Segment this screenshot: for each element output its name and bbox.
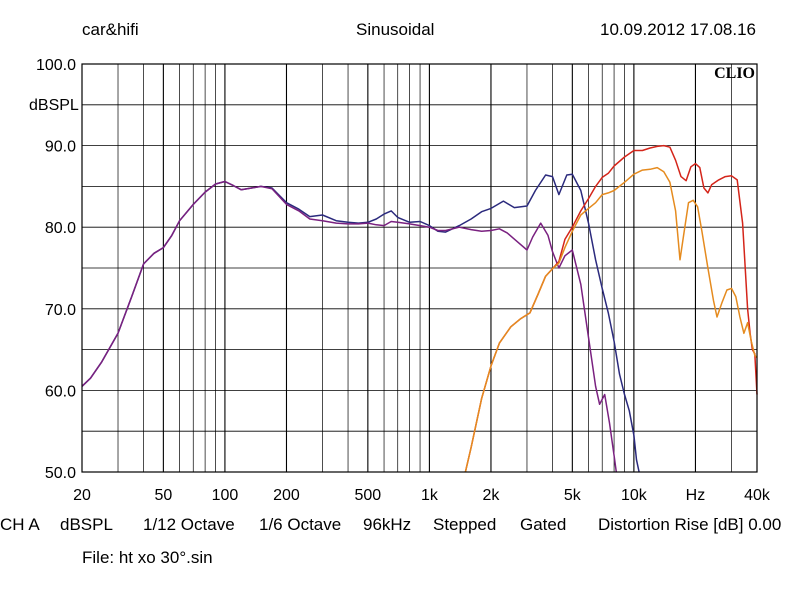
y-tick-label: 100.0 — [36, 57, 76, 74]
x-tick-label: 2k — [483, 487, 501, 504]
footer-channel: CH A — [0, 515, 40, 534]
y-tick-label: 70.0 — [45, 302, 76, 319]
footer-rate: 96kHz — [363, 515, 412, 534]
clio-badge: CLIO — [714, 65, 755, 82]
footer-smoothing: 1/12 Octave — [143, 515, 235, 534]
grid-lines — [82, 64, 757, 472]
y-tick-label: 80.0 — [45, 220, 76, 237]
x-tick-label: 40k — [744, 487, 771, 504]
x-tick-label: 100 — [212, 487, 239, 504]
footer-distortion: Distortion Rise [dB] 0.00 — [598, 515, 782, 534]
header-timestamp: 10.09.2012 17.08.16 — [600, 20, 756, 39]
x-tick-label: 1k — [421, 487, 439, 504]
footer-file: File: ht xo 30°.sin — [82, 548, 213, 567]
x-tick-label: 10k — [621, 487, 648, 504]
x-tick-label: Hz — [686, 487, 706, 504]
x-tick-label: 20 — [73, 487, 91, 504]
y-tick-label: 90.0 — [45, 139, 76, 156]
plot-frame — [81, 63, 758, 473]
footer-mode: Stepped — [433, 515, 497, 534]
x-tick-label: 50 — [154, 487, 172, 504]
footer-resolution: 1/6 Octave — [259, 515, 342, 534]
x-tick-labels: 20 50 100 200 500 1k 2k 5k 10k Hz 40k — [73, 487, 771, 504]
y-tick-label: 60.0 — [45, 383, 76, 400]
header-center-label: Sinusoidal — [356, 20, 435, 39]
x-tick-label: 200 — [273, 487, 300, 504]
frequency-response-chart: 100.0 90.0 80.0 70.0 60.0 50.0 20 50 100 200 500 1… — [29, 57, 771, 504]
y-tick-label: 50.0 — [45, 465, 76, 482]
footer-gating: Gated — [520, 515, 567, 534]
y-axis-label: dBSPL — [29, 97, 79, 114]
x-tick-label: 5k — [564, 487, 582, 504]
series-group — [81, 144, 758, 473]
series-line-4 — [464, 166, 758, 473]
series-line-1 — [81, 173, 640, 473]
footer-unit: dBSPL — [60, 515, 113, 534]
header-left-label: car&hifi — [82, 20, 139, 39]
series-line-2 — [81, 180, 618, 473]
y-tick-labels: 100.0 90.0 80.0 70.0 60.0 50.0 — [36, 57, 76, 482]
x-tick-label: 500 — [355, 487, 382, 504]
